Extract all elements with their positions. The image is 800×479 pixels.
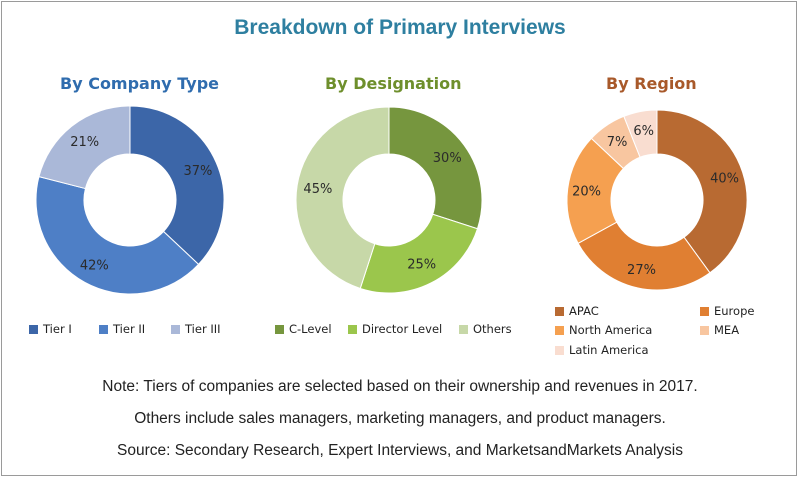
legend-label: North America: [569, 323, 653, 337]
note-source: Source: Secondary Research, Expert Inter…: [116, 442, 683, 459]
donut-value-label: 42%: [80, 258, 109, 273]
legend-item-mea: MEA: [700, 323, 739, 337]
legend-swatch: [99, 324, 108, 334]
donut-value-label: 37%: [183, 164, 212, 179]
donut-value-label: 40%: [710, 172, 739, 187]
donut-value-label: 45%: [303, 182, 332, 197]
donut-slice-europe: [577, 221, 711, 291]
legend-label: APAC: [569, 304, 599, 318]
main-title: Breakdown of Primary Interviews: [234, 16, 566, 39]
legend-label: Europe: [714, 304, 755, 318]
donut-value-label: 21%: [70, 135, 99, 150]
legend-label: Tier I: [43, 322, 72, 336]
donut-value-label: 20%: [572, 185, 601, 200]
legend-label: MEA: [714, 323, 740, 337]
legend-item-tier-1: Tier I: [29, 322, 72, 336]
donut-value-label: 25%: [407, 258, 436, 273]
legend-item-europe: Europe: [700, 304, 754, 318]
donut-slice-tier-i: [129, 105, 225, 266]
donut-slice-latin-america: [623, 109, 658, 158]
donut-value-label: 7%: [607, 135, 628, 150]
region-title: By Region: [606, 74, 697, 93]
donut-value-label: 27%: [627, 263, 656, 278]
legend-swatch: [459, 324, 468, 334]
legend-item-tier-3: Tier III: [171, 322, 221, 336]
legend-swatch: [275, 324, 284, 334]
legend-swatch: [171, 324, 180, 334]
donut-slice-others: [295, 106, 390, 290]
legend-item-director-level: Director Level: [348, 322, 442, 336]
legend-item-apac: APAC: [555, 304, 599, 318]
donut-slice-c-level: [388, 106, 483, 230]
legend-label: Tier III: [185, 322, 221, 336]
legend-swatch: [555, 325, 564, 335]
legend-item-tier-2: Tier II: [99, 322, 145, 336]
legend-label: Tier II: [113, 322, 146, 336]
legend-swatch: [555, 345, 564, 355]
legend-label: C-Level: [289, 322, 332, 336]
legend-swatch: [348, 324, 357, 334]
donut-slice-tier-iii: [38, 105, 131, 190]
legend-swatch: [555, 306, 564, 316]
designation-title: By Designation: [325, 74, 462, 93]
legend-item-latin-america: Latin America: [555, 343, 649, 357]
legend-label: Others: [473, 322, 512, 336]
note-tiers: Note: Tiers of companies are selected ba…: [102, 378, 698, 395]
legend-item-others: Others: [459, 322, 512, 336]
legend-label: Director Level: [362, 322, 443, 336]
legend-item-c-level: C-Level: [275, 322, 332, 336]
donut-slice-apac: [656, 109, 748, 274]
legend-label: Latin America: [569, 343, 649, 357]
legend-swatch: [700, 325, 709, 335]
legend-swatch: [700, 306, 709, 316]
company-type-title: By Company Type: [60, 74, 219, 93]
donut-slice-director-level: [359, 213, 479, 294]
legend-swatch: [29, 324, 38, 334]
donut-slice-tier-ii: [35, 176, 200, 295]
legend-item-north-america: North America: [555, 323, 652, 337]
note-others: Others include sales managers, marketing…: [134, 410, 666, 427]
donut-value-label: 6%: [633, 124, 654, 139]
donut-value-label: 30%: [433, 151, 462, 166]
